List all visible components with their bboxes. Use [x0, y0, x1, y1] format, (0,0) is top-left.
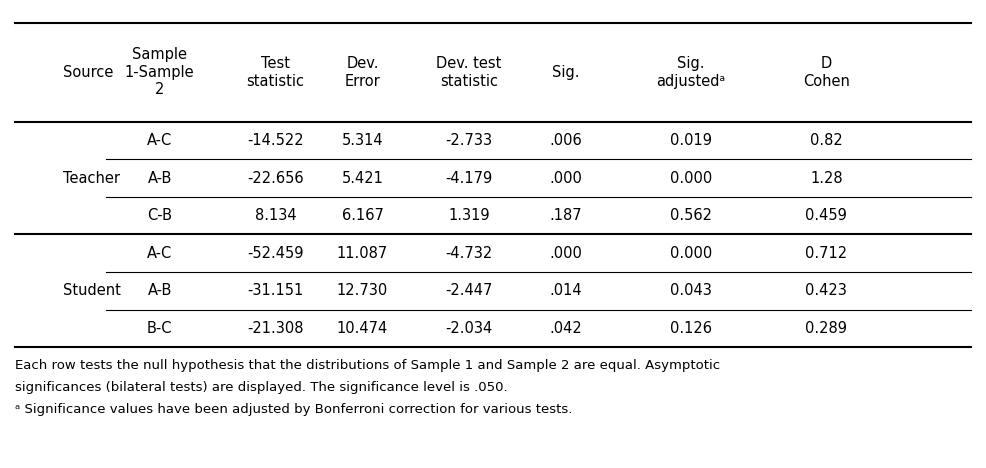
Text: 0.043: 0.043 — [670, 283, 712, 299]
Text: A-B: A-B — [148, 283, 172, 299]
Text: Sig.: Sig. — [552, 65, 579, 80]
Text: Dev.
Error: Dev. Error — [345, 56, 381, 88]
Text: 0.423: 0.423 — [806, 283, 847, 299]
Text: 1.28: 1.28 — [810, 170, 843, 185]
Text: 0.562: 0.562 — [670, 208, 712, 223]
Text: Student: Student — [63, 283, 121, 299]
Text: -22.656: -22.656 — [247, 170, 304, 185]
Text: Each row tests the null hypothesis that the distributions of Sample 1 and Sample: Each row tests the null hypothesis that … — [15, 359, 720, 372]
Text: .000: .000 — [549, 170, 582, 185]
Text: 0.000: 0.000 — [669, 246, 712, 261]
Text: Sample
1-Sample
2: Sample 1-Sample 2 — [125, 47, 194, 97]
Text: significances (bilateral tests) are displayed. The significance level is .050.: significances (bilateral tests) are disp… — [15, 381, 508, 394]
Text: 0.82: 0.82 — [810, 133, 843, 148]
Text: -52.459: -52.459 — [247, 246, 304, 261]
Text: A-C: A-C — [147, 246, 173, 261]
Text: .014: .014 — [549, 283, 582, 299]
Text: -2.447: -2.447 — [445, 283, 493, 299]
Text: -4.179: -4.179 — [446, 170, 492, 185]
Text: 8.134: 8.134 — [254, 208, 297, 223]
Text: Teacher: Teacher — [63, 170, 120, 185]
Text: Source: Source — [63, 65, 113, 80]
Text: 6.167: 6.167 — [341, 208, 384, 223]
Text: 10.474: 10.474 — [337, 321, 388, 336]
Text: B-C: B-C — [147, 321, 173, 336]
Text: -2.733: -2.733 — [446, 133, 492, 148]
Text: .042: .042 — [549, 321, 582, 336]
Text: 0.000: 0.000 — [669, 170, 712, 185]
Text: .187: .187 — [549, 208, 582, 223]
Text: ᵃ Significance values have been adjusted by Bonferroni correction for various te: ᵃ Significance values have been adjusted… — [15, 403, 572, 416]
Text: A-C: A-C — [147, 133, 173, 148]
Text: A-B: A-B — [148, 170, 172, 185]
Text: C-B: C-B — [147, 208, 173, 223]
Text: 5.314: 5.314 — [342, 133, 384, 148]
Text: -31.151: -31.151 — [247, 283, 304, 299]
Text: 0.459: 0.459 — [806, 208, 847, 223]
Text: .006: .006 — [549, 133, 582, 148]
Text: 5.421: 5.421 — [341, 170, 384, 185]
Text: .000: .000 — [549, 246, 582, 261]
Text: -21.308: -21.308 — [247, 321, 304, 336]
Text: 12.730: 12.730 — [337, 283, 388, 299]
Text: 0.712: 0.712 — [806, 246, 847, 261]
Text: -4.732: -4.732 — [446, 246, 492, 261]
Text: -2.034: -2.034 — [446, 321, 492, 336]
Text: Test
statistic: Test statistic — [246, 56, 305, 88]
Text: D
Cohen: D Cohen — [803, 56, 850, 88]
Text: 1.319: 1.319 — [448, 208, 490, 223]
Text: Dev. test
statistic: Dev. test statistic — [436, 56, 502, 88]
Text: Sig.
adjustedᵃ: Sig. adjustedᵃ — [657, 56, 726, 88]
Text: 0.289: 0.289 — [806, 321, 847, 336]
Text: 0.019: 0.019 — [670, 133, 712, 148]
Text: 11.087: 11.087 — [337, 246, 388, 261]
Text: 0.126: 0.126 — [670, 321, 712, 336]
Text: -14.522: -14.522 — [247, 133, 304, 148]
